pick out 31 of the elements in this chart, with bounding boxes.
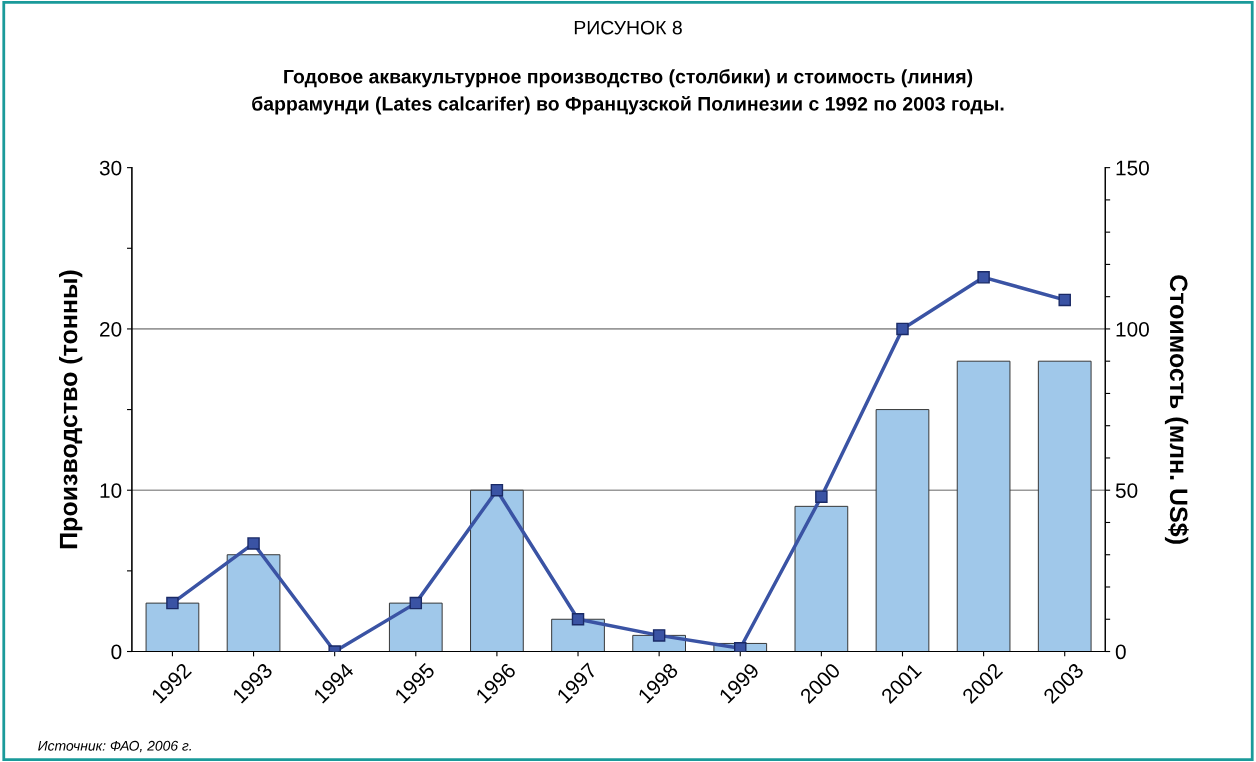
bar — [875, 409, 930, 652]
text: Источник: ФАО, 2006 г. — [38, 740, 191, 753]
bar — [956, 360, 1011, 652]
point — [815, 490, 828, 503]
y2-axis-title: Стоимость (млн. US$) — [1164, 275, 1189, 544]
bar — [388, 602, 443, 652]
y-tick-label: 20 — [100, 321, 122, 337]
point — [409, 596, 423, 610]
y-tick-label: 10 — [100, 483, 122, 498]
y2-tick-label: 150 — [1116, 160, 1149, 176]
y2-tick-label: 50 — [1115, 483, 1138, 498]
point — [571, 613, 585, 626]
bar — [794, 505, 849, 652]
bar — [1037, 360, 1092, 652]
chart-subtitle: Годовое аквакультурное производство (столбики) и стоимость (линия) баррамунди (Lates calcarifer) во Французской Полинезии с 1992 по 2003 годы. — [252, 69, 1004, 115]
point — [896, 322, 909, 336]
chart-title: РИСУНОК 8 — [574, 20, 682, 35]
point — [166, 596, 179, 610]
y-tick-label: 0 — [111, 644, 122, 660]
bar — [145, 602, 200, 652]
y-tick-label: 30 — [99, 160, 122, 176]
point — [247, 537, 260, 550]
bar — [470, 489, 524, 652]
y-axis-title: Производство (тонны) — [59, 270, 83, 549]
point — [977, 271, 990, 284]
point — [490, 483, 504, 497]
point — [734, 642, 747, 652]
y2-tick-label: 0 — [1115, 644, 1126, 660]
point — [1058, 293, 1071, 307]
y2-tick-label: 100 — [1116, 321, 1149, 337]
bar — [226, 554, 281, 652]
